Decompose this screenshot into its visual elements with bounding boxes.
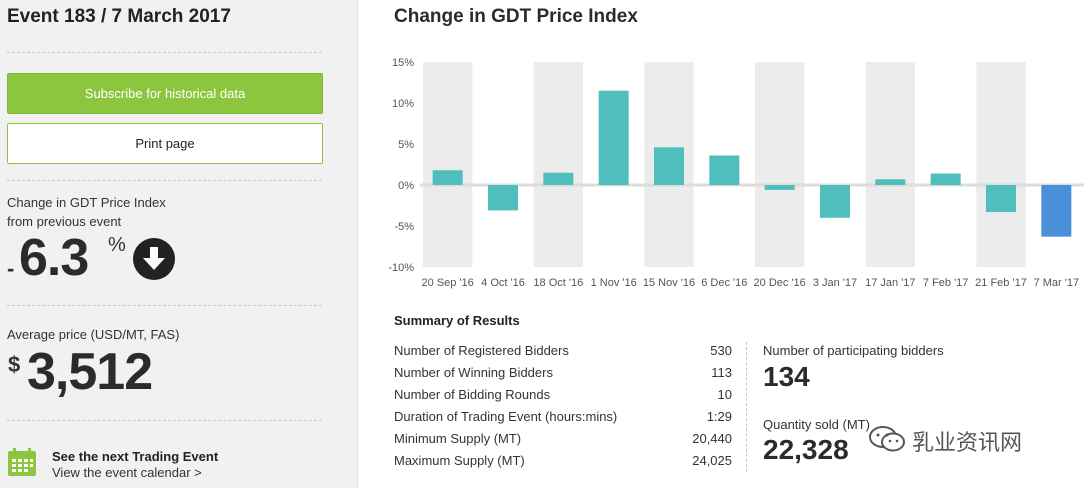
row-label: Duration of Trading Event (hours:mins) [394,409,618,424]
x-tick-label: 20 Sep '16 [422,277,474,289]
participating-value: 134 [763,361,810,392]
arrow-down-circle-icon [133,238,175,280]
table-row: Number of Registered Bidders 530 [394,341,732,363]
row-value: 10 [717,387,732,402]
bar [543,172,574,185]
change-unit: % [108,234,126,256]
x-tick-label: 3 Jan '17 [813,277,857,289]
chart-band [976,62,1026,267]
y-tick-label: 5% [398,139,414,151]
bar [930,173,961,185]
currency-symbol: $ [8,352,21,377]
chart-title: Change in GDT Price Index [394,6,638,27]
chart-band [533,62,583,267]
event-calendar-link[interactable]: View the event calendar > [52,465,202,480]
calendar-icon [7,447,37,477]
bar [488,185,518,211]
divider [746,342,747,472]
bar [709,155,740,185]
summary-title: Summary of Results [394,313,520,328]
quantity-label: Quantity sold (MT) [763,417,870,432]
y-tick-label: 0% [398,180,414,192]
y-tick-label: -5% [394,221,414,233]
subscribe-button[interactable]: Subscribe for historical data [7,73,323,114]
x-tick-label: 21 Feb '17 [975,277,1027,289]
avg-price-value: 3,512 [27,343,153,401]
row-label: Number of Registered Bidders [394,343,569,358]
participating-label: Number of participating bidders [763,343,944,358]
watermark-text: 乳业资讯网 [912,430,1023,455]
x-tick-label: 18 Oct '16 [533,277,583,289]
x-tick-label: 17 Jan '17 [865,277,915,289]
x-tick-label: 15 Nov '16 [643,277,695,289]
divider [7,420,322,421]
bar [654,147,684,185]
bar [820,185,850,218]
bar [1041,185,1072,237]
row-value: 20,440 [692,431,732,446]
bar [986,185,1016,213]
table-row: Number of Bidding Rounds 10 [394,385,732,407]
chart-band [865,62,915,267]
watermark: 乳业资讯网 [868,423,1022,459]
x-tick-label: 7 Feb '17 [923,277,969,289]
x-tick-label: 1 Nov '16 [591,277,637,289]
row-label: Number of Bidding Rounds [394,387,551,402]
divider [7,52,322,53]
divider [7,180,322,181]
row-label: Minimum Supply (MT) [394,431,522,446]
row-label: Maximum Supply (MT) [394,453,525,468]
divider [7,305,322,306]
row-value: 1:29 [706,409,732,424]
bar [432,170,463,185]
event-title: Event 183 / 7 March 2017 [7,6,231,27]
change-sublabel: from previous event [7,214,122,229]
table-row: Maximum Supply (MT) 24,025 [394,451,732,473]
change-label: Change in GDT Price Index [7,195,166,210]
x-tick-label: 4 Oct '16 [481,277,525,289]
row-value: 113 [711,365,732,380]
quantity-value: 22,328 [763,434,849,465]
y-tick-label: -10% [388,262,414,274]
chart-band [423,62,473,267]
bar [875,179,906,185]
row-value: 24,025 [692,453,732,468]
x-tick-label: 20 Dec '16 [754,277,806,289]
table-row: Duration of Trading Event (hours:mins) 1… [394,407,732,429]
x-tick-label: 7 Mar '17 [1034,277,1080,289]
bar [764,185,795,190]
y-tick-label: 10% [392,98,414,110]
avg-price-label: Average price (USD/MT, FAS) [7,327,180,342]
table-row: Number of Winning Bidders 113 [394,363,732,385]
change-sign: - [7,256,15,281]
change-value: 6.3 [19,229,89,287]
row-label: Number of Winning Bidders [394,365,553,380]
summary-table: Number of Registered Bidders 530 Number … [394,341,732,473]
print-page-button[interactable]: Print page [7,123,323,164]
y-tick-label: 15% [392,57,414,69]
chart-band [755,62,805,267]
bar [598,90,629,185]
row-value: 530 [710,343,732,358]
sidebar: Event 183 / 7 March 2017 Subscribe for h… [0,0,358,488]
table-row: Minimum Supply (MT) 20,440 [394,429,732,451]
next-event-title: See the next Trading Event [52,449,219,464]
gdt-change-chart: 15% 10% 5% 0% -5% -10% 20 Sep '16 4 Oct '16 18 O… [388,57,1084,289]
x-tick-label: 6 Dec '16 [701,277,747,289]
wechat-icon [868,424,906,459]
